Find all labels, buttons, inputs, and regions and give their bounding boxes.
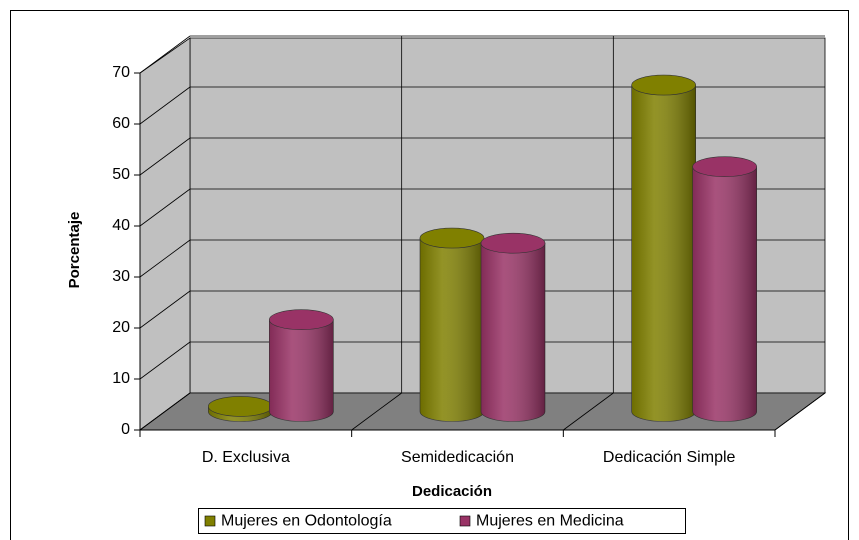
- bar: [480, 232, 546, 422]
- y-tick-label: 60: [112, 115, 130, 132]
- bar: [269, 309, 334, 422]
- y-axis-label: Porcentaje: [66, 212, 83, 289]
- y-tick-label: 10: [112, 370, 130, 387]
- legend-box: [198, 508, 686, 534]
- x-tick-label: D. Exclusiva: [202, 449, 290, 466]
- bar-top: [480, 232, 546, 254]
- grid-line: [139, 239, 191, 278]
- legend: Mujeres en Odontología Mujeres en Medicin…: [204, 513, 624, 530]
- legend-label: Mujeres en Medicina: [476, 513, 624, 530]
- y-tick-label: 40: [112, 217, 130, 234]
- legend-swatch: [204, 515, 216, 527]
- floor-divider: [351, 392, 402, 431]
- bar-top: [692, 156, 757, 177]
- floor-divider: [774, 392, 826, 431]
- grid-line: [139, 188, 191, 227]
- bar-top: [631, 74, 696, 96]
- bar-shade: [631, 85, 696, 422]
- y-tick-label: 0: [121, 421, 130, 438]
- bar: [419, 227, 485, 422]
- legend-swatch: [459, 515, 471, 527]
- grid-line: [139, 35, 191, 74]
- side-wall: [139, 37, 191, 431]
- bar: [208, 396, 273, 422]
- y-tick-label: 20: [112, 319, 130, 336]
- y-tick-label: 30: [112, 268, 130, 285]
- bar-shade: [269, 319, 334, 422]
- y-tick-label: 50: [112, 166, 130, 183]
- legend-label: Mujeres en Odontología: [221, 513, 392, 530]
- floor-divider: [139, 392, 191, 431]
- bar-top: [208, 396, 273, 417]
- bar: [631, 74, 696, 422]
- y-tick-label: 70: [112, 64, 130, 81]
- x-axis-label: Dedicación: [412, 483, 492, 500]
- bars: [208, 74, 757, 422]
- bar-shade: [420, 238, 484, 422]
- floor-divider: [563, 392, 614, 431]
- x-tick-label: Semidedicación: [401, 449, 514, 466]
- bar-shade: [692, 166, 757, 422]
- grid-line: [139, 290, 191, 329]
- grid-line: [139, 341, 191, 380]
- bar-shade: [481, 243, 545, 422]
- grid-line: [139, 86, 191, 125]
- grid-line: [139, 137, 191, 176]
- bar: [692, 156, 757, 422]
- x-tick-label: Dedicación Simple: [603, 449, 736, 466]
- bar-top: [419, 227, 485, 249]
- bar-top: [269, 309, 334, 331]
